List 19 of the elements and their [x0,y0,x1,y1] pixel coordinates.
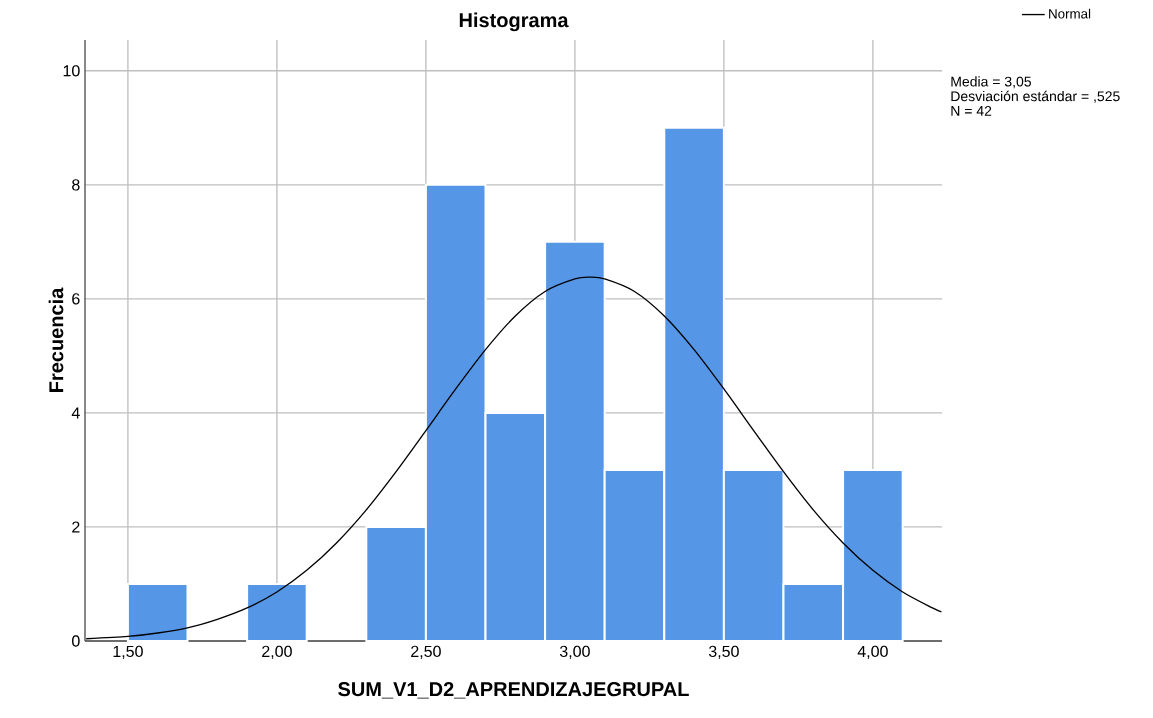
y-tick-label: 0 [72,635,80,647]
x-tick-label: 3,50 [708,645,739,659]
y-axis-title: Frecuencia [48,287,64,392]
y-tick-label: 4 [71,407,80,419]
y-tick-label: 10 [63,65,80,77]
text: Media = 3,05 [951,76,1031,89]
x-tick-label: 1,50 [113,645,143,659]
x-tick-label: 2,50 [411,645,441,659]
text: N = 42 [951,105,992,116]
y-tick-label: 8 [72,179,80,191]
x-tick-label: 2,00 [262,645,292,659]
legend-label: Normal [1049,8,1091,19]
y-tick-label: 6 [72,293,80,305]
y-tick-label: 2 [72,521,80,533]
chart-title: Histograma [459,12,569,32]
x-axis-title: SUM_V1_D2_APRENDIZAJEGRUPAL [338,682,689,699]
x-tick-label: 3,00 [559,645,590,659]
x-tick-label: 4,00 [857,645,888,659]
text: Desviación estándar = ,525 [951,90,1120,103]
